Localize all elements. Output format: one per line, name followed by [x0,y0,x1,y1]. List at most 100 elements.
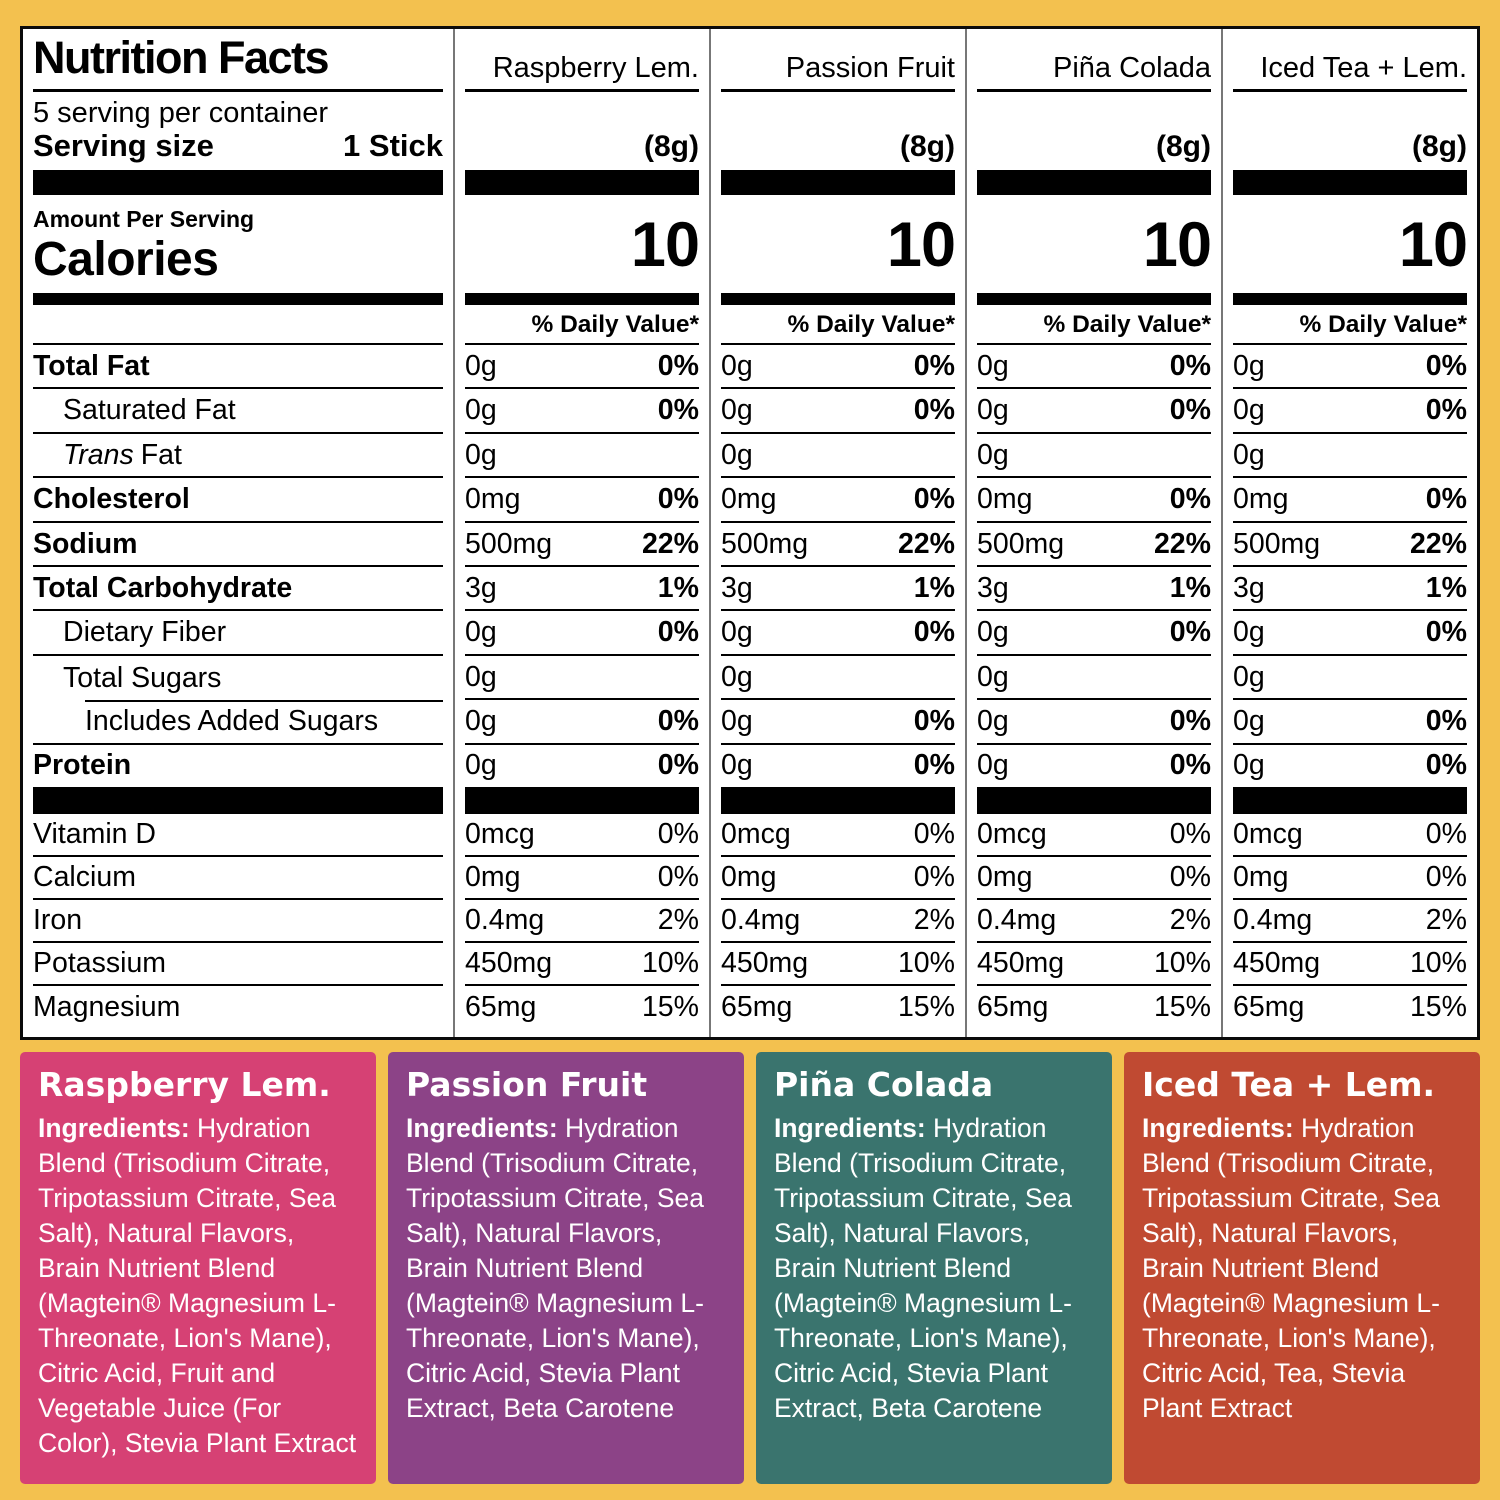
daily-value-header: % Daily Value* [1043,311,1211,338]
nutrient-percent: 0% [1169,483,1211,516]
nutrient-value-row: 0g 0% [1233,745,1467,789]
nutrient-percent: 22% [1409,527,1467,560]
daily-value-header: % Daily Value* [1299,311,1467,338]
nutrient-amount: 0g [1233,705,1265,738]
calories-value: 10 [1398,210,1468,280]
nutrient-value-row: 500mg 22% [465,523,699,567]
nutrient-amount: 0g [1233,394,1265,427]
vitamin-percent: 10% [1153,947,1211,980]
vitamin-percent: 15% [641,991,699,1024]
vitamin-percent: 0% [913,818,955,851]
nutrient-amount: 3g [977,571,1009,604]
flavor-name-rule [721,89,955,92]
title-rule [33,89,443,92]
nutrient-label: Protein [33,749,132,782]
vitamin-percent: 0% [1169,861,1211,894]
nutrient-amount: 0g [465,749,497,782]
thick-divider [1233,788,1467,814]
thick-divider [977,170,1211,195]
flavor-column-0: Raspberry Lem. (8g) 10% Daily Value* 0g 0% 0g… [453,29,709,1037]
serving-grams: (8g) [1156,130,1211,163]
nutrient-amount: 0g [721,705,753,738]
vitamin-percent: 15% [897,991,955,1024]
vitamin-value-row: 0mg 0% [721,857,955,900]
vitamin-value-row: 65mg 15% [977,986,1211,1029]
serving-size-label: Serving size [33,128,214,163]
nutrient-amount: 0g [1233,616,1265,649]
nutrient-percent: 0% [1425,394,1467,427]
nutrient-amount: 500mg [721,527,809,560]
nutrient-value-row: 0g 0% [465,611,699,656]
facts-columns: Nutrition Facts 5 serving per container … [23,29,1477,1037]
nutrient-percent: 0% [657,349,699,382]
vitamin-value-row: 65mg 15% [465,986,699,1029]
nutrient-amount: 0g [1233,349,1265,382]
nutrient-percent: 0% [913,349,955,382]
panel-title: Iced Tea + Lem. [1142,1065,1436,1104]
vitamin-value-row: 65mg 15% [1233,986,1467,1029]
nutrient-value-row: 0mg 0% [465,478,699,523]
nutrient-amount: 0g [977,349,1009,382]
nutrient-value-row: 0g [465,656,699,701]
nutrient-row: Total Fat [33,345,443,390]
vitamin-amount: 0mg [465,861,521,894]
nutrient-row: Protein [33,745,443,789]
flavor-name-rule [1233,89,1467,92]
serving-size-value: 1 Stick [343,128,443,163]
vitamin-percent: 2% [657,904,699,937]
nutrient-amount: 0g [721,349,753,382]
nutrient-amount: 0mg [1233,483,1289,516]
nutrient-amount: 0g [721,749,753,782]
flavor-column-3: Iced Tea + Lem. (8g) 10% Daily Value* 0g 0% 0… [1221,29,1477,1037]
nutrient-value-row: 0g 0% [721,389,955,434]
label-column-header: Nutrition Facts 5 serving per container … [33,29,443,345]
nutrient-amount: 0mg [721,483,777,516]
nutrient-value-row: 0mg 0% [721,478,955,523]
nutrient-value-row: 0g 0% [1233,700,1467,745]
daily-value-header: % Daily Value* [787,311,955,338]
nutrient-value-row: 0g 0% [465,745,699,789]
serving-size-row: Serving size 1 Stick [33,130,443,161]
vitamin-label: Vitamin D [33,818,157,851]
vitamin-value-row: 0mg 0% [465,857,699,900]
nutrient-amount: 0g [977,660,1009,693]
flavor-column-header: Raspberry Lem. (8g) 10 % Daily Value* [465,29,700,345]
ingredient-panel-passion-fruit: Passion Fruit Ingredients: Hydration Ble… [388,1052,744,1484]
nutrient-amount: 0g [1233,660,1265,693]
nutrient-percent: 22% [897,527,955,560]
nutrient-value-row: 3g 1% [721,567,955,612]
vitamin-value-row: 0mcg 0% [721,814,955,857]
nutrient-percent: 0% [913,749,955,782]
calories-label: Calories [33,233,219,286]
nutrient-percent: 0% [1425,616,1467,649]
nutrient-percent: 0% [1425,749,1467,782]
flavor-name: Piña Colada [1053,52,1211,84]
vitamin-amount: 0mcg [465,818,535,851]
vitamin-row: Potassium [33,943,443,986]
flavor-name-rule [977,89,1211,92]
serving-grams: (8g) [900,130,955,163]
vitamin-amount: 0.4mg [1233,904,1313,937]
vitamin-value-row: 450mg 10% [1233,943,1467,986]
vitamin-value-row: 0mcg 0% [465,814,699,857]
vitamin-percent: 2% [913,904,955,937]
ingredient-panel-pina-colada: Piña Colada Ingredients: Hydration Blend… [756,1052,1112,1484]
nutrient-amount: 0g [721,616,753,649]
nutrient-amount: 3g [465,571,497,604]
nutrient-percent: 0% [1169,749,1211,782]
thick-divider [977,788,1211,814]
nutrient-value-row: 0g 0% [977,611,1211,656]
nutrient-label: Total Carbohydrate [33,571,293,604]
vitamin-percent: 2% [1425,904,1467,937]
nutrient-value-row: 0g [1233,656,1467,701]
nutrient-row: Includes Added Sugars [33,700,443,745]
calories-value: 10 [886,210,956,280]
nutrient-value-row: 500mg 22% [1233,523,1467,567]
flavor-name: Iced Tea + Lem. [1260,52,1467,84]
ingredients-label: Ingredients: [38,1112,190,1143]
vitamin-percent: 10% [1409,947,1467,980]
nutrition-facts-panel: Nutrition Facts 5 serving per container … [20,26,1480,1040]
thick-divider [465,170,699,195]
ingredients-label: Ingredients: [774,1112,926,1143]
vitamin-value-row: 0mcg 0% [977,814,1211,857]
